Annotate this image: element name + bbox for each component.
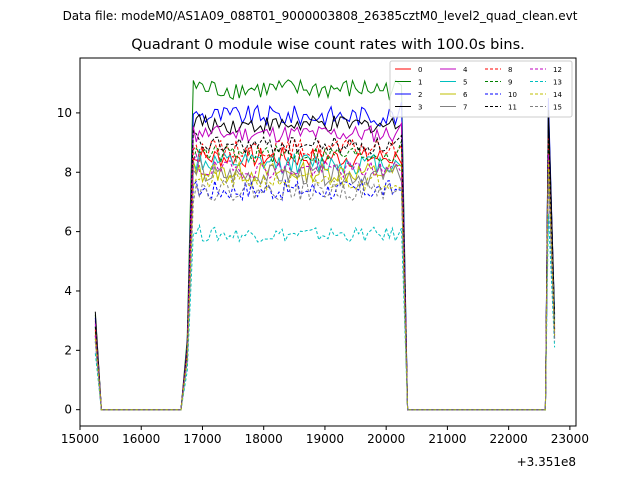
legend-label: 1 xyxy=(418,79,422,87)
legend-label: 4 xyxy=(463,66,468,74)
series-line-11 xyxy=(94,124,556,411)
legend-label: 14 xyxy=(553,91,562,99)
y-tick-label: 6 xyxy=(64,225,72,239)
series-line-3 xyxy=(94,109,556,411)
chart-title: Quadrant 0 module wise count rates with … xyxy=(131,37,525,53)
series-line-5 xyxy=(94,148,556,411)
x-tick-label: 19000 xyxy=(306,432,344,446)
y-tick-label: 8 xyxy=(64,165,72,179)
series-line-2 xyxy=(94,98,556,411)
legend-label: 0 xyxy=(418,66,422,74)
x-tick-label: 15000 xyxy=(61,432,99,446)
legend-box xyxy=(389,60,573,118)
legend-label: 13 xyxy=(553,79,562,87)
legend-label: 5 xyxy=(463,79,467,87)
y-tick-label: 2 xyxy=(64,343,72,357)
y-tick-label: 0 xyxy=(64,403,72,417)
legend-label: 15 xyxy=(553,104,562,112)
data-file-caption: Data file: modeM0/AS1A09_088T01_90000038… xyxy=(63,9,578,23)
series-line-4 xyxy=(94,121,556,411)
legend-label: 3 xyxy=(418,104,422,112)
legend-label: 11 xyxy=(508,104,517,112)
series-line-6 xyxy=(94,157,556,411)
x-tick-label: 21000 xyxy=(428,432,466,446)
series-line-7 xyxy=(94,157,556,411)
legend-label: 12 xyxy=(553,66,562,74)
x-tick-label: 20000 xyxy=(367,432,405,446)
series-line-1 xyxy=(94,78,556,411)
legend-label: 2 xyxy=(418,91,422,99)
x-axis: 15000 16000 17000 18000 19000 20000 21000 22000… xyxy=(61,426,589,446)
x-axis-offset-label: +3.351e8 xyxy=(517,455,576,469)
legend-label: 9 xyxy=(508,79,512,87)
series-line-9 xyxy=(94,139,556,411)
x-tick-label: 23000 xyxy=(551,432,589,446)
x-tick-label: 18000 xyxy=(245,432,283,446)
series-line-14 xyxy=(94,160,556,411)
x-tick-label: 17000 xyxy=(183,432,221,446)
series-line-12 xyxy=(94,152,556,411)
series-lines xyxy=(94,78,556,411)
series-line-8 xyxy=(94,136,556,411)
legend-label: 7 xyxy=(463,104,467,112)
x-tick-label: 16000 xyxy=(122,432,160,446)
legend-label: 10 xyxy=(508,91,517,99)
y-tick-label: 10 xyxy=(57,106,72,120)
series-line-13 xyxy=(94,213,556,411)
y-tick-label: 4 xyxy=(64,284,72,298)
series-line-10 xyxy=(94,175,556,411)
y-axis: 0 2 4 6 8 10 xyxy=(57,106,80,417)
plot-frame xyxy=(79,57,577,427)
series-line-15 xyxy=(94,172,556,411)
legend-label: 6 xyxy=(463,91,468,99)
legend-label: 8 xyxy=(508,66,512,74)
x-tick-label: 22000 xyxy=(490,432,528,446)
